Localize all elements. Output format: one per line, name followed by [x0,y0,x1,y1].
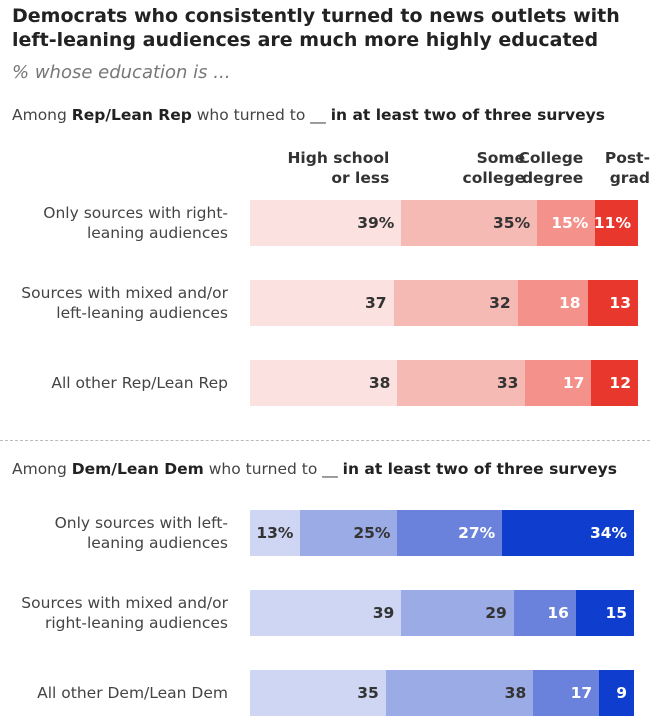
bar-segment [250,590,402,636]
value-label: 37 [364,294,387,312]
bar-segment [525,360,592,406]
heading-part: Dem/Lean Dem [71,460,204,478]
value-label: 9 [616,684,628,702]
row-label: Sources with mixed and/or right-leaning … [0,590,228,636]
heading-part: who turned to __ [203,460,343,478]
bar-segment [502,510,635,556]
value-label: 35% [493,214,531,232]
title: Democrats who consistently turned to new… [12,5,620,51]
legend-label: College degree [518,149,584,187]
value-label: 39% [357,214,395,232]
value-label: 27% [458,524,496,542]
value-label: 25% [353,524,391,542]
heading-part: in at least two of three surveys [330,106,605,124]
bar-segment [533,670,600,716]
value-label: 13% [256,524,294,542]
row-label: All other Dem/Lean Dem [0,670,228,716]
row-label: Only sources with left-leaning audiences [0,510,228,556]
bar-segment [517,280,588,326]
bar-segment [397,360,526,406]
bar-segment [250,510,301,556]
value-label: 38 [504,684,527,702]
bar-segment [575,590,635,636]
panel-heading: Among Rep/Lean Rep who turned to __ in a… [12,106,605,124]
bar-segment [385,670,534,716]
bar-segment [587,280,638,326]
bar-segment [397,510,503,556]
value-label: 33 [496,374,519,392]
bar-segment [393,280,518,326]
legend-label: Post-grad [604,149,650,187]
value-label: 11% [593,214,631,232]
bar-segment [250,200,402,246]
row-label-text: All other Rep/Lean Rep [51,374,228,392]
value-label: 17 [570,684,593,702]
value-label: 16 [547,604,569,622]
row-label-text: Sources with mixed and/or left-leaning a… [21,284,228,322]
value-label: 17 [562,374,585,392]
value-label: 29 [485,604,507,622]
row-label-text: Sources with mixed and/or right-leaning … [21,594,228,632]
value-label: 12 [609,374,631,392]
value-label: 18 [558,294,581,312]
heading-part: in at least two of three surveys [342,460,617,478]
heading-part: Among [12,106,72,124]
heading-part: who turned to __ [191,106,331,124]
value-label: 13 [609,294,631,312]
bar-segment [537,200,596,246]
value-label: 34% [589,524,628,542]
row-label-text: Only sources with right-leaning audience… [43,204,228,242]
bar-segment [401,200,538,246]
bar-segment [599,670,635,716]
row-label: All other Rep/Lean Rep [0,360,228,406]
row-label-text: All other Dem/Lean Dem [37,684,228,702]
panel-heading: Among Dem/Lean Dem who turned to __ in a… [12,460,617,478]
value-label: 39 [372,604,395,622]
row-label: Sources with mixed and/or left-leaning a… [0,280,228,326]
value-label: 35 [357,684,379,702]
bar-segment [513,590,576,636]
separator [0,440,650,441]
row-label-text: Only sources with left-leaning audiences [54,514,228,552]
bar-segment [250,280,394,326]
bar-segment [401,590,514,636]
bar-segment [591,360,638,406]
value-label: 32 [489,294,511,312]
subtitle: % whose education is ... [12,62,231,83]
bar-segment [250,360,398,406]
heading-part: Among [12,460,72,478]
value-label: 15 [605,604,628,622]
bar-segment [250,670,386,716]
legend-label: Some college [462,149,526,187]
value-label: 38 [368,374,391,392]
value-label: 15% [551,214,589,232]
row-label: Only sources with right-leaning audience… [0,200,228,246]
heading-part: Rep/Lean Rep [71,106,192,124]
bar-segment [300,510,398,556]
bar-segment [595,200,638,246]
legend-label: High school or less [287,149,390,187]
